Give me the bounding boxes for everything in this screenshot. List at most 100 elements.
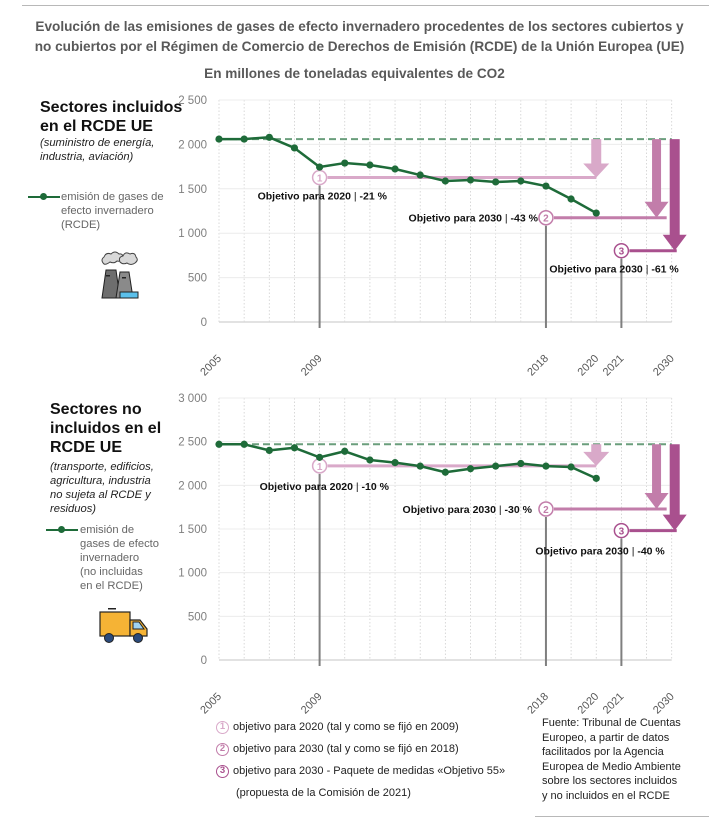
note-item: (propuesta de la Comisión de 2021)	[216, 782, 505, 804]
panel1-legend-marker	[40, 193, 47, 200]
note-item: 1 objetivo para 2020 (tal y como se fijó …	[216, 716, 505, 738]
data-point	[341, 159, 349, 167]
data-point	[441, 177, 449, 185]
panel2-title-line: incluidos en el	[50, 420, 162, 437]
target-3-badge	[613, 522, 630, 539]
target-3-label: Objetivo para 2030 | -61 %	[549, 264, 679, 276]
target-label-percent: -21 %	[360, 191, 388, 203]
series-line	[219, 136, 597, 215]
data-point	[240, 440, 248, 448]
target-label-separator: |	[356, 481, 362, 493]
panel2-sub-line: agricultura, industria	[50, 475, 151, 487]
target-1-arrow	[583, 444, 610, 466]
target-1-label: Objetivo para 2020 | -10 %	[260, 481, 390, 493]
y-tick-label: 2 000	[178, 139, 207, 151]
target-3-arrow	[662, 444, 687, 531]
data-point	[567, 463, 575, 471]
source-note: Fuente: Tribunal de Cuentas Europeo, a p…	[542, 716, 709, 803]
x-tick-label: 2005	[198, 353, 224, 379]
panel2-sub-line: residuos)	[50, 503, 97, 515]
source-line: y no incluidos en el RCDE	[542, 789, 670, 802]
target-3-arrow	[662, 139, 687, 251]
x-tick-label: 2018	[525, 691, 551, 717]
target-2-label: Objetivo para 2030 | -30 %	[403, 504, 533, 516]
data-point	[316, 163, 324, 171]
y-tick-label: 2 500	[178, 437, 207, 449]
y-tick-label: 500	[188, 273, 207, 285]
target-label-percent: -61 %	[651, 264, 679, 276]
target-2-arrow	[644, 139, 669, 218]
panel1-title-line: Sectores incluidos	[40, 99, 183, 116]
panel2-section-title: Sectores no incluidos en el RCDE UE	[50, 400, 161, 457]
panel2-sub-line: (transporte, edificios,	[50, 461, 154, 473]
title-line-1: Evolución de las emisiones de gases de e…	[35, 19, 684, 34]
chart-subtitle: En millones de toneladas equivalentes de…	[204, 66, 505, 81]
data-point	[366, 456, 374, 464]
truck-icon	[99, 608, 148, 643]
data-point	[265, 446, 273, 454]
note-text: objetivo para 2020 (tal y como se fijó e…	[233, 721, 459, 733]
note-text: objetivo para 2030 (tal y como se fijó e…	[233, 743, 459, 755]
data-point	[466, 465, 475, 473]
panel1-legend-label: emisión de gases de efecto invernadero (…	[61, 190, 164, 232]
source-line: Europea de Medio Ambiente	[542, 760, 681, 773]
target-label-text: Objetivo para 2020	[258, 191, 354, 203]
x-tick-label: 2009	[299, 353, 325, 379]
target-1-label: Objetivo para 2020 | -21 %	[258, 191, 388, 203]
x-tick-label: 2020	[576, 353, 602, 379]
target-2-badge: 2	[216, 742, 229, 756]
target-1-badge-number: 1	[317, 174, 323, 185]
x-tick-label: 2021	[601, 691, 627, 717]
data-point	[290, 144, 299, 152]
y-tick-label: 1 500	[178, 184, 207, 196]
data-point	[567, 195, 575, 203]
panel1-section-subtitle: (suministro de energía, industria, aviac…	[40, 136, 154, 164]
target-label-text: Objetivo para 2030	[403, 504, 499, 516]
target-label-text: Objetivo para 2030	[535, 546, 631, 558]
target-label-text: Objetivo para 2030	[409, 213, 505, 225]
data-point	[316, 453, 324, 461]
data-point	[542, 182, 550, 190]
x-tick-label: 2018	[525, 353, 551, 379]
panel2-sub-line: no sujeta al RCDE y	[50, 489, 151, 501]
source-line: Europeo, a partir de datos	[542, 731, 670, 744]
data-point	[542, 462, 550, 470]
target-label-separator: |	[354, 191, 360, 203]
data-point	[215, 440, 223, 448]
target-label-text: Objetivo para 2020	[260, 481, 356, 493]
chart-title: Evolución de las emisiones de gases de e…	[10, 17, 709, 57]
target-3-badge-number: 3	[619, 247, 625, 258]
data-point	[240, 135, 248, 143]
panel1-legend-line-text: emisión de gases de	[61, 191, 164, 203]
y-tick-label: 0	[201, 317, 207, 329]
target-label-separator: |	[499, 504, 505, 516]
x-tick-label: 2030	[651, 691, 677, 717]
data-point	[441, 468, 449, 476]
target-1-badge: 1	[216, 720, 229, 734]
y-tick-label: 3 000	[178, 393, 207, 405]
target-label-percent: -30 %	[505, 504, 533, 516]
panel1-title-line: en el RCDE UE	[40, 118, 153, 135]
x-tick-label: 2005	[198, 691, 224, 717]
data-point	[517, 177, 525, 185]
target-3-label: Objetivo para 2030 | -40 %	[535, 546, 665, 558]
data-point	[492, 178, 500, 186]
target-3-badge	[613, 242, 630, 259]
data-point	[366, 161, 374, 169]
panel1-section-title: Sectores incluidos en el RCDE UE	[40, 98, 182, 136]
target-2-arrow	[644, 444, 669, 510]
target-3-badge: 3	[216, 764, 229, 778]
data-point	[416, 462, 424, 470]
x-tick-label: 2009	[299, 691, 325, 717]
target-3-badge-number: 3	[619, 527, 625, 538]
data-point	[492, 462, 500, 470]
data-point	[265, 133, 273, 141]
chart-1: 0 500 1 000 1 500 2 000 2 500 3 000 2005 2009 201…	[178, 393, 687, 717]
target-label-separator: |	[505, 213, 511, 225]
panel2-legend-line-text: en el RCDE)	[80, 580, 143, 592]
data-point	[592, 209, 600, 217]
panel2-legend-line-text: gases de efecto	[80, 538, 159, 550]
target-label-separator: |	[632, 546, 638, 558]
data-point	[341, 447, 349, 455]
